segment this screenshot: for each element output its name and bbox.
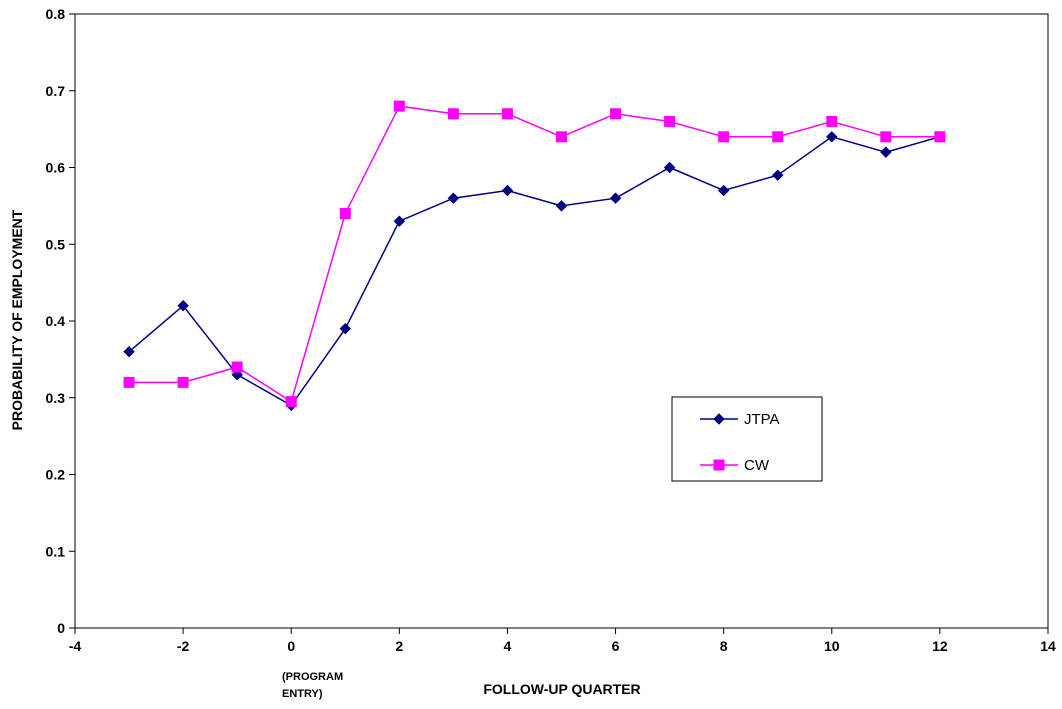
legend-label-cw: CW	[744, 457, 770, 474]
data-point-jtpa	[717, 184, 730, 197]
data-point-jtpa	[609, 192, 622, 204]
data-point-jtpa	[772, 169, 784, 181]
x-axis-title: FOLLOW-UP QUARTER	[483, 681, 640, 697]
x-tick-label: 12	[932, 638, 948, 654]
data-point-cw	[718, 131, 730, 143]
legend-label-jtpa: JTPA	[744, 411, 780, 428]
data-point-cw	[123, 376, 135, 388]
x-tick-label: -2	[177, 638, 190, 654]
data-point-cw	[393, 100, 405, 112]
y-tick-label: 0	[57, 620, 65, 636]
data-point-cw	[501, 108, 513, 120]
y-tick-label: 0.5	[46, 236, 66, 252]
series-line-jtpa	[128, 135, 941, 407]
series-cw	[123, 100, 946, 408]
data-point-cw	[610, 108, 622, 120]
series-line-cw	[129, 105, 940, 403]
data-point-cw	[447, 108, 459, 120]
data-point-cw	[339, 208, 351, 220]
y-tick-label: 0.8	[46, 6, 66, 22]
program-entry-note-line2: ENTRY)	[282, 688, 323, 700]
data-point-jtpa	[501, 184, 514, 197]
x-tick-label: 0	[287, 638, 295, 654]
x-tick-label: 10	[824, 638, 840, 654]
data-point-cw	[880, 131, 892, 143]
plot-area-frame	[74, 13, 1049, 629]
legend-marker-cw	[713, 459, 725, 471]
data-point-jtpa	[555, 200, 568, 212]
y-tick-label: 0.4	[46, 313, 66, 329]
y-tick-label: 0.7	[46, 83, 66, 99]
axes	[69, 13, 1049, 634]
data-point-cw	[177, 376, 189, 388]
program-entry-note-line1: (PROGRAM	[282, 671, 343, 683]
y-tick-label: 0.1	[46, 543, 66, 559]
series-layer	[123, 100, 946, 412]
data-point-jtpa	[393, 215, 406, 227]
data-point-cw	[826, 115, 838, 127]
data-point-cw	[664, 115, 676, 127]
legend-marker-jtpa	[713, 413, 725, 425]
data-point-jtpa	[123, 345, 135, 358]
data-point-cw	[772, 131, 784, 143]
y-tick-label: 0.3	[46, 390, 66, 406]
data-point-jtpa	[880, 146, 892, 158]
legend-box	[671, 396, 823, 482]
x-tick-label: 8	[720, 638, 728, 654]
series-jtpa	[123, 131, 946, 412]
x-tick-label: 2	[395, 638, 403, 654]
data-point-jtpa	[663, 161, 676, 174]
data-point-cw	[556, 131, 567, 143]
x-tick-label: 4	[504, 638, 512, 654]
x-tick-label: 14	[1040, 638, 1056, 654]
data-point-jtpa	[826, 131, 838, 143]
legend: JTPA CW	[671, 396, 823, 482]
x-tick-label: -4	[69, 638, 82, 654]
y-tick-label: 0.6	[46, 160, 66, 176]
tick-labels: 0 0.1 0.2 0.3 0.4 0.5 0.6 0.7 0.8 -4 -2 0 2 4 6 8 10 12 14	[46, 6, 1056, 654]
data-point-jtpa	[339, 322, 351, 335]
axis-titles: FOLLOW-UP QUARTER PROBABILITY OF EMPLOYM…	[9, 209, 641, 700]
y-tick-label: 0.2	[46, 467, 66, 483]
data-point-jtpa	[447, 192, 460, 204]
data-point-cw	[285, 396, 297, 408]
y-axis-title: PROBABILITY OF EMPLOYMENT	[9, 209, 25, 430]
data-point-jtpa	[177, 299, 189, 312]
data-point-cw	[934, 131, 946, 143]
data-point-cw	[231, 361, 243, 373]
x-tick-label: 6	[612, 638, 620, 654]
